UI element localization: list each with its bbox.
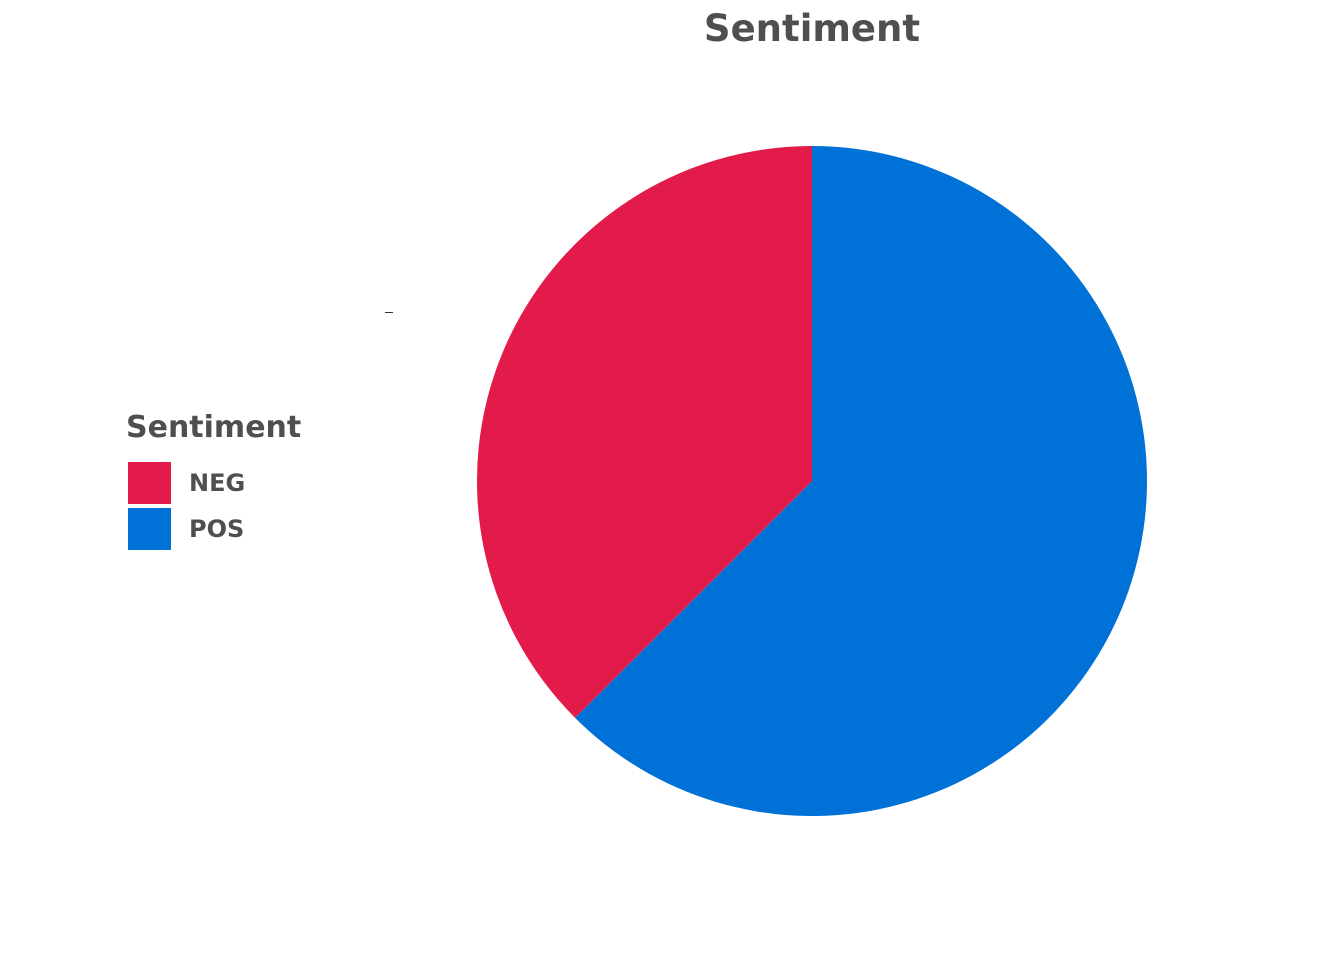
legend-swatch-neg xyxy=(128,462,171,504)
pie-slice-pos xyxy=(575,146,1147,816)
legend-swatch-pos xyxy=(128,508,171,550)
legend-label-neg: NEG xyxy=(189,469,246,497)
legend-item-pos: POS xyxy=(126,506,301,552)
pie-slice-neg xyxy=(477,146,812,718)
legend-title: Sentiment xyxy=(126,410,302,445)
legend: Sentiment NEG POS xyxy=(126,408,301,552)
tick-mark xyxy=(385,312,393,313)
chart-title: Sentiment xyxy=(703,7,921,50)
legend-item-neg: NEG xyxy=(126,460,301,506)
legend-items: NEG POS xyxy=(126,460,301,552)
legend-label-pos: POS xyxy=(189,515,245,543)
